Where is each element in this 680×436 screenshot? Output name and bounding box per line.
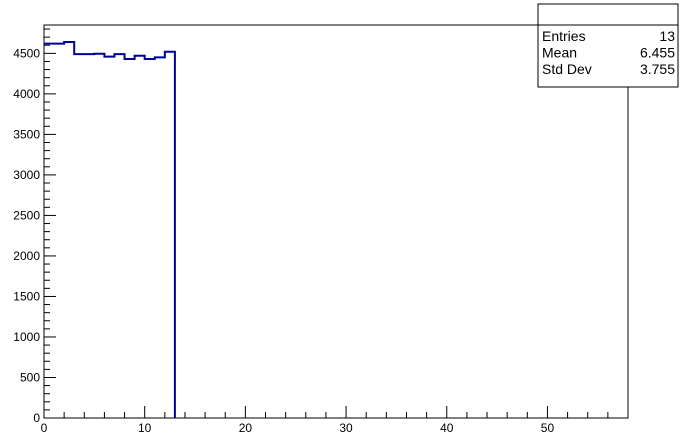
y-tick-label: 0	[33, 411, 40, 425]
y-tick-label: 3000	[13, 168, 40, 182]
x-tick-label: 20	[239, 421, 253, 435]
plot-border	[43, 24, 629, 419]
histogram-bin	[64, 42, 74, 418]
y-tick-label: 2000	[13, 249, 40, 263]
histogram-bin	[125, 59, 135, 418]
x-axis: 0 10 20 30 40 50	[41, 406, 629, 435]
histogram-bin	[94, 54, 104, 418]
x-tick-label: 10	[138, 421, 152, 435]
y-tick-label: 500	[20, 370, 40, 384]
histogram-bin	[44, 44, 54, 418]
stats-box-border	[537, 3, 679, 88]
y-axis: 0 500 1000 1500 2000 2500 3000 3500 4000 4500	[13, 28, 56, 425]
histogram-bin	[114, 54, 124, 418]
histogram-bin	[84, 54, 94, 418]
histogram-bin	[145, 59, 155, 418]
y-tick-label: 4500	[13, 46, 40, 60]
stats-box: Entries 13 Mean 6.455 Std Dev 3.755	[537, 3, 679, 88]
histogram-bin	[165, 52, 175, 418]
stats-label: Mean	[542, 45, 577, 61]
stats-value: 3.755	[640, 61, 675, 77]
y-tick-label: 1500	[13, 289, 40, 303]
histogram-bin	[54, 44, 64, 418]
y-tick-label: 1000	[13, 330, 40, 344]
stats-value: 6.455	[640, 45, 675, 61]
histogram-bin	[155, 57, 165, 418]
y-tick-label: 3500	[13, 127, 40, 141]
histogram-series	[44, 41, 176, 418]
x-tick-label: 0	[41, 421, 48, 435]
x-tick-label: 40	[440, 421, 454, 435]
stats-label: Std Dev	[542, 61, 592, 77]
histogram-bin	[135, 56, 145, 418]
y-tick-label: 2500	[13, 208, 40, 222]
y-tick-label: 4000	[13, 87, 40, 101]
x-tick-label: 30	[339, 421, 353, 435]
histogram-bin	[74, 54, 84, 418]
stats-label: Entries	[542, 28, 586, 44]
histogram-bin	[104, 57, 114, 418]
stats-value: 13	[659, 28, 675, 44]
x-tick-label: 50	[541, 421, 555, 435]
plot-frame	[43, 24, 629, 419]
histogram-line	[44, 41, 176, 418]
